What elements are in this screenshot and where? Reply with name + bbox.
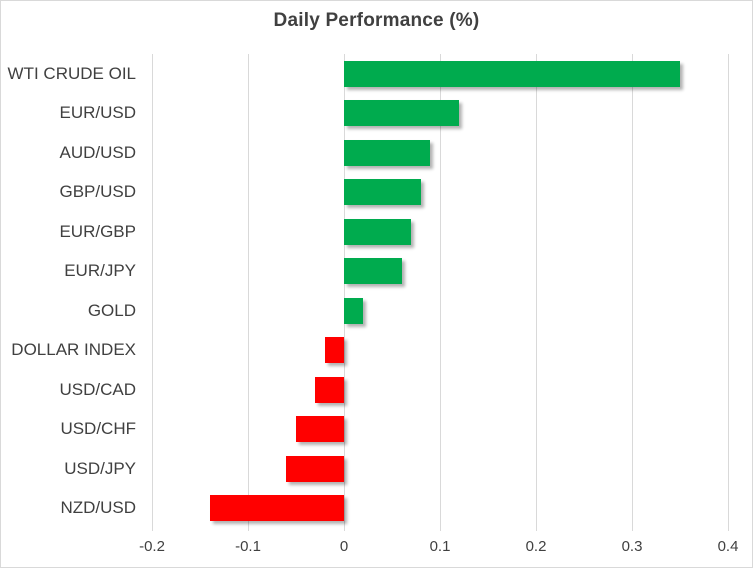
gridline-x-0.4 <box>728 54 729 531</box>
category-label-usd-chf: USD/CHF <box>60 419 136 438</box>
category-label-eur-gbp: EUR/GBP <box>59 222 136 241</box>
bar-gold <box>344 298 363 324</box>
category-label-gold: GOLD <box>87 301 136 320</box>
bar-nzd-usd <box>210 495 344 521</box>
bar-dollar-index <box>325 337 344 363</box>
bar-usd-chf <box>296 416 344 442</box>
x-tick-label: 0 <box>339 538 349 555</box>
gridline-x-0 <box>344 54 345 531</box>
category-label-eur-jpy: EUR/JPY <box>64 261 136 280</box>
bar-aud-usd <box>344 140 430 166</box>
gridline-x-0.1 <box>440 54 441 531</box>
category-label-dollar-index: DOLLAR INDEX <box>11 340 136 359</box>
bar-gbp-usd <box>344 179 421 205</box>
gridline-x--0.2 <box>152 54 153 531</box>
bar-usd-cad <box>315 377 344 403</box>
category-label-usd-jpy: USD/JPY <box>64 459 136 478</box>
bar-eur-jpy <box>344 258 402 284</box>
bar-eur-gbp <box>344 219 411 245</box>
chart-title: Daily Performance (%) <box>273 10 480 31</box>
category-label-usd-cad: USD/CAD <box>59 380 136 399</box>
gridline-x-0.2 <box>536 54 537 531</box>
x-tick-label: 0.4 <box>717 538 739 555</box>
x-tick-label: 0.3 <box>621 538 643 555</box>
x-tick-label: 0.1 <box>429 538 451 555</box>
x-tick-label: 0.2 <box>525 538 547 555</box>
bar-usd-jpy <box>286 456 344 482</box>
gridline-x-0.3 <box>632 54 633 531</box>
bar-wti-crude-oil <box>344 61 680 87</box>
category-label-gbp-usd: GBP/USD <box>59 182 136 201</box>
category-label-eur-usd: EUR/USD <box>59 103 136 122</box>
category-label-aud-usd: AUD/USD <box>59 143 136 162</box>
bar-eur-usd <box>344 100 459 126</box>
x-tick-label: -0.1 <box>235 538 261 555</box>
x-tick-label: -0.2 <box>139 538 165 555</box>
category-label-wti-crude-oil: WTI CRUDE OIL <box>7 64 136 83</box>
gridline-x--0.1 <box>248 54 249 531</box>
category-label-nzd-usd: NZD/USD <box>60 498 136 517</box>
